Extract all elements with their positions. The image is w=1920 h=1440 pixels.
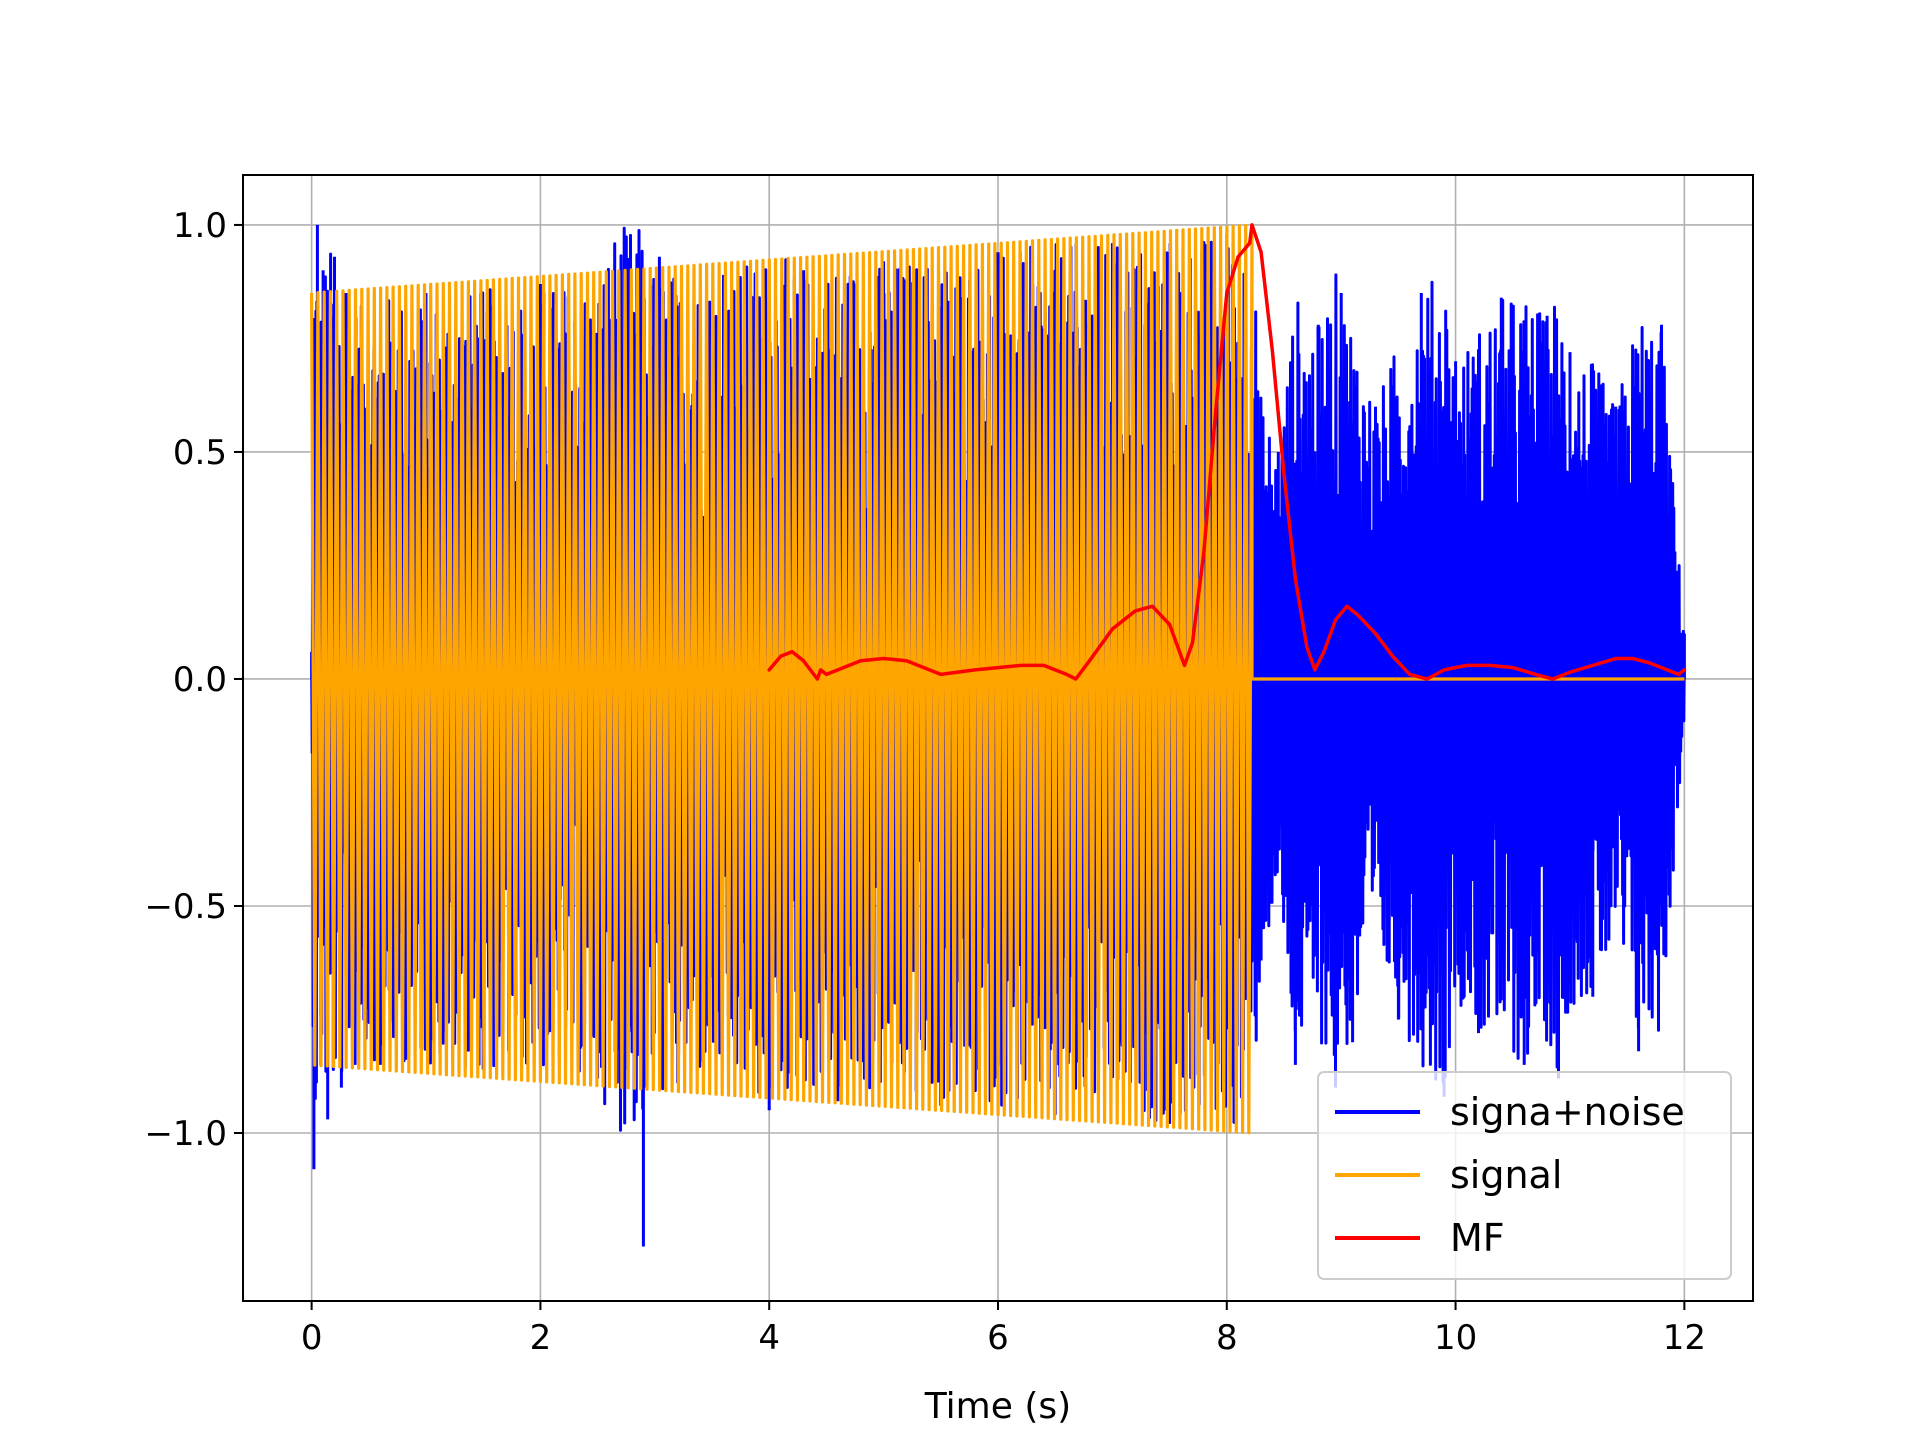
x-tick-label: 8 <box>1216 1318 1238 1358</box>
legend-label: signal <box>1450 1153 1562 1197</box>
x-tick-label: 10 <box>1434 1318 1477 1358</box>
x-tick-label: 6 <box>987 1318 1009 1358</box>
x-tick-label: 4 <box>758 1318 780 1358</box>
x-tick-label: 2 <box>530 1318 552 1358</box>
series-layer <box>310 223 1687 1247</box>
legend-box <box>1317 1071 1732 1280</box>
x-axis-label: Time (s) <box>924 1386 1071 1427</box>
y-tick-label: 1.0 <box>173 206 227 246</box>
legend-label: signa+noise <box>1450 1090 1685 1134</box>
y-tick-label: −0.5 <box>144 887 227 927</box>
legend-label: MF <box>1450 1216 1505 1260</box>
x-tick-label: 0 <box>301 1318 323 1358</box>
y-tick-label: −1.0 <box>144 1114 227 1154</box>
x-tick-label: 12 <box>1663 1318 1706 1358</box>
y-tick-label: 0.0 <box>173 660 227 700</box>
series-signal-line <box>310 223 1685 1135</box>
legend: signa+noise signal MF <box>1317 1071 1732 1280</box>
tick-layer: 0 2 4 6 8 10 12 1.0 0.5 0.0 −0.5 −1.0 <box>144 206 1706 1358</box>
series-mf-line <box>767 223 1687 681</box>
y-tick-label: 0.5 <box>173 433 227 473</box>
